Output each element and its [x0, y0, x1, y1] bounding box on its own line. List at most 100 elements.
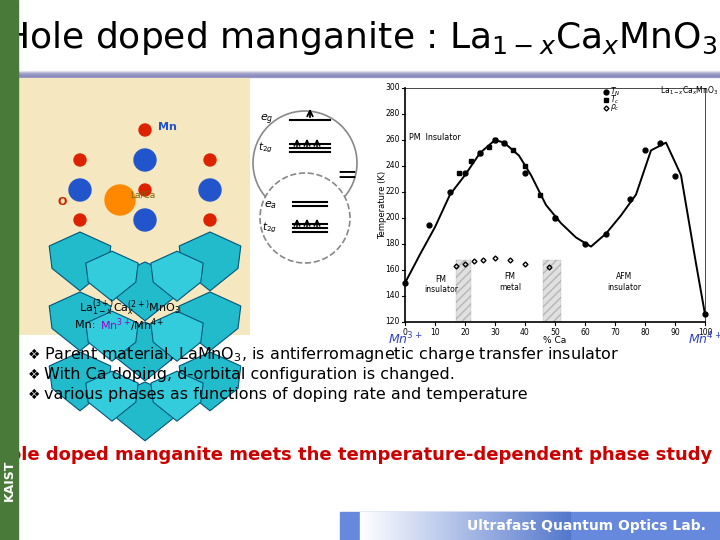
Text: % Ca: % Ca — [544, 336, 567, 345]
Bar — [18, 76, 720, 77]
Bar — [372, 512, 373, 540]
Bar — [564, 512, 565, 540]
Bar — [450, 512, 451, 540]
Text: ❖: ❖ — [28, 368, 40, 382]
Bar — [504, 512, 505, 540]
Polygon shape — [114, 322, 176, 381]
Bar — [364, 512, 365, 540]
Bar — [373, 512, 374, 540]
Bar — [368, 512, 369, 540]
Bar — [520, 512, 521, 540]
Text: 280: 280 — [386, 110, 400, 118]
Bar — [495, 512, 496, 540]
Bar — [396, 512, 397, 540]
Bar — [393, 512, 394, 540]
Text: 0: 0 — [402, 328, 408, 337]
Bar — [18, 75, 720, 76]
Circle shape — [69, 179, 91, 201]
Bar — [529, 512, 530, 540]
Bar — [459, 512, 460, 540]
Bar — [434, 512, 435, 540]
Bar — [509, 512, 510, 540]
Bar — [496, 512, 497, 540]
Circle shape — [105, 185, 135, 215]
Bar — [502, 512, 503, 540]
Bar — [479, 512, 480, 540]
Bar — [392, 512, 393, 540]
Bar — [562, 512, 563, 540]
Text: Mn:: Mn: — [75, 320, 99, 330]
Bar — [493, 512, 494, 540]
Bar — [498, 512, 499, 540]
Bar — [435, 512, 436, 540]
Bar — [460, 512, 461, 540]
Bar — [549, 512, 551, 540]
Text: FM
metal: FM metal — [499, 272, 521, 292]
Bar — [414, 512, 415, 540]
Bar — [411, 512, 412, 540]
Bar — [430, 512, 431, 540]
Bar — [470, 512, 471, 540]
Bar — [382, 512, 383, 540]
Bar — [398, 512, 400, 540]
Polygon shape — [179, 352, 240, 411]
Bar — [427, 512, 428, 540]
Polygon shape — [114, 262, 176, 321]
Bar — [413, 512, 414, 540]
Circle shape — [204, 154, 216, 166]
Bar — [439, 512, 440, 540]
Text: 50: 50 — [550, 328, 560, 337]
Bar — [543, 260, 561, 322]
Text: ❖: ❖ — [28, 348, 40, 362]
Bar — [530, 512, 531, 540]
Bar — [366, 512, 367, 540]
Bar — [519, 512, 520, 540]
Bar — [527, 512, 528, 540]
Bar — [397, 512, 398, 540]
Bar — [379, 512, 380, 540]
Circle shape — [134, 209, 156, 231]
Bar — [443, 512, 444, 540]
Text: $T_N$: $T_N$ — [610, 86, 621, 98]
Text: 120: 120 — [386, 318, 400, 327]
Bar — [402, 512, 403, 540]
Bar — [565, 512, 566, 540]
Polygon shape — [179, 292, 240, 351]
Bar — [531, 512, 532, 540]
Bar — [518, 512, 519, 540]
Text: 100: 100 — [698, 328, 712, 337]
Circle shape — [204, 214, 216, 226]
Bar — [406, 512, 407, 540]
Polygon shape — [86, 371, 138, 421]
Bar — [388, 512, 389, 540]
Bar — [542, 512, 543, 540]
Bar — [428, 512, 429, 540]
Bar — [18, 72, 720, 73]
Bar — [473, 512, 474, 540]
Bar — [416, 512, 417, 540]
Text: 10: 10 — [430, 328, 440, 337]
Text: Mn$^{3+}$: Mn$^{3+}$ — [100, 316, 131, 333]
Bar — [410, 512, 411, 540]
Polygon shape — [114, 382, 176, 441]
Bar — [458, 512, 459, 540]
Bar — [489, 512, 490, 540]
Text: 180: 180 — [386, 240, 400, 248]
Bar — [437, 512, 438, 540]
Bar — [401, 512, 402, 540]
Bar — [546, 512, 547, 540]
Bar — [554, 512, 555, 540]
Text: AFM
insulator: AFM insulator — [607, 272, 641, 292]
Bar — [544, 512, 545, 540]
Bar — [469, 512, 470, 540]
Bar — [438, 512, 439, 540]
Bar — [385, 512, 386, 540]
Bar — [363, 512, 364, 540]
Bar — [404, 512, 405, 540]
Bar — [18, 71, 720, 72]
Bar — [474, 512, 475, 540]
Circle shape — [260, 173, 350, 263]
Polygon shape — [49, 232, 111, 291]
Bar — [508, 512, 509, 540]
Bar — [521, 512, 522, 540]
